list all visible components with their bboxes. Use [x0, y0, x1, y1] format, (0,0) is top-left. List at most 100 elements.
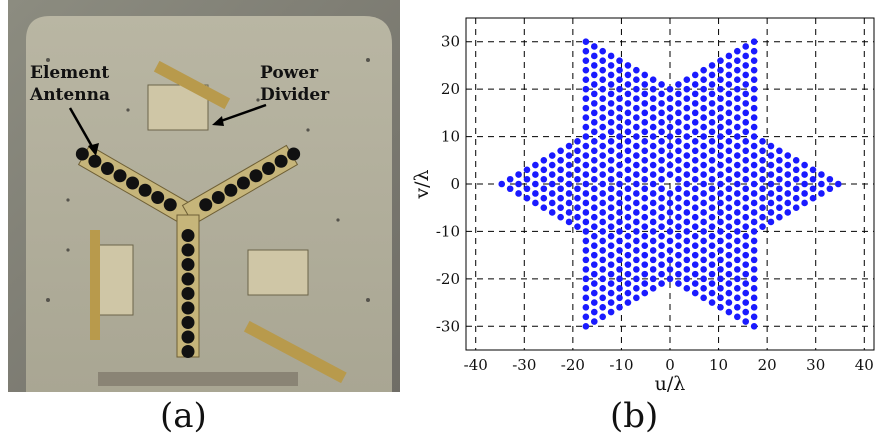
data-point — [834, 180, 842, 188]
data-point — [498, 180, 506, 188]
data-point — [742, 81, 750, 88]
data-point — [616, 266, 623, 273]
data-point — [750, 275, 758, 283]
data-point — [691, 232, 699, 240]
data-point — [734, 294, 741, 302]
data-point — [700, 85, 707, 93]
data-point — [750, 95, 758, 102]
data-point — [675, 90, 682, 98]
data-point — [574, 204, 581, 212]
data-point — [750, 133, 758, 140]
data-point — [599, 114, 606, 121]
data-point — [767, 180, 775, 188]
data-point — [742, 138, 750, 145]
data-point — [582, 57, 590, 64]
data-point — [725, 90, 733, 98]
data-point — [666, 171, 674, 178]
data-point — [734, 304, 741, 311]
data-point — [649, 76, 657, 83]
data-point — [616, 123, 623, 131]
data-point — [633, 95, 640, 102]
data-point — [633, 285, 640, 292]
data-point — [734, 285, 741, 292]
data-point — [750, 218, 758, 226]
data-point — [658, 138, 665, 145]
antenna-element — [163, 198, 177, 212]
data-point — [590, 318, 598, 325]
data-point — [590, 213, 598, 221]
data-point — [565, 218, 573, 226]
data-point — [691, 71, 699, 79]
data-point — [734, 114, 741, 121]
data-point — [599, 76, 606, 83]
data-point — [523, 175, 531, 183]
data-point — [616, 294, 623, 302]
data-point — [616, 66, 623, 74]
data-point — [607, 81, 615, 88]
data-point — [708, 81, 716, 88]
data-point — [792, 185, 800, 193]
data-point — [641, 119, 649, 126]
data-point — [725, 175, 733, 183]
data-point — [759, 204, 766, 212]
data-point — [590, 270, 598, 278]
data-point — [624, 261, 632, 268]
data-point — [616, 275, 623, 283]
data-point — [557, 185, 564, 193]
data-point — [666, 104, 674, 112]
data-point — [624, 270, 632, 278]
data-point — [574, 147, 581, 155]
data-point — [742, 242, 750, 249]
data-point — [759, 185, 766, 193]
data-point — [767, 209, 775, 216]
svg-text:Antenna: Antenna — [29, 85, 110, 105]
data-point — [506, 175, 514, 183]
data-point — [641, 100, 649, 107]
antenna-element — [88, 154, 102, 168]
data-point — [565, 199, 573, 207]
data-point — [734, 247, 741, 254]
data-point — [574, 175, 581, 183]
y-tick-label: 30 — [441, 33, 460, 51]
data-point — [582, 66, 590, 74]
data-point — [633, 199, 640, 207]
antenna-element — [75, 147, 89, 161]
data-point — [759, 194, 766, 202]
data-point — [700, 275, 707, 283]
data-point — [700, 161, 707, 169]
data-point — [683, 104, 691, 112]
data-point — [683, 133, 691, 140]
svg-text:Divider: Divider — [260, 85, 330, 105]
data-point — [641, 232, 649, 240]
data-point — [809, 185, 817, 193]
data-point — [708, 194, 716, 202]
data-point — [624, 128, 632, 136]
data-point — [675, 109, 682, 117]
data-point — [641, 213, 649, 221]
data-point — [750, 190, 758, 197]
antenna-element — [262, 162, 276, 175]
data-point — [624, 166, 632, 174]
data-point — [767, 190, 775, 197]
data-point — [590, 242, 598, 249]
data-point — [649, 199, 657, 207]
power-divider-right — [247, 249, 309, 296]
data-point — [708, 280, 716, 287]
data-point — [742, 280, 750, 287]
data-point — [649, 247, 657, 254]
data-point — [523, 185, 531, 193]
x-tick-label: -30 — [512, 356, 536, 374]
data-point — [708, 109, 716, 117]
x-tick-label: 30 — [806, 356, 825, 374]
data-point — [776, 147, 783, 155]
data-point — [599, 228, 606, 235]
data-point — [532, 171, 539, 178]
data-point — [784, 161, 792, 169]
data-point — [708, 223, 716, 230]
data-point — [607, 185, 615, 193]
antenna-element — [181, 287, 195, 300]
data-point — [633, 294, 640, 302]
data-point — [649, 152, 657, 159]
data-point — [742, 308, 750, 316]
data-point — [717, 104, 724, 112]
